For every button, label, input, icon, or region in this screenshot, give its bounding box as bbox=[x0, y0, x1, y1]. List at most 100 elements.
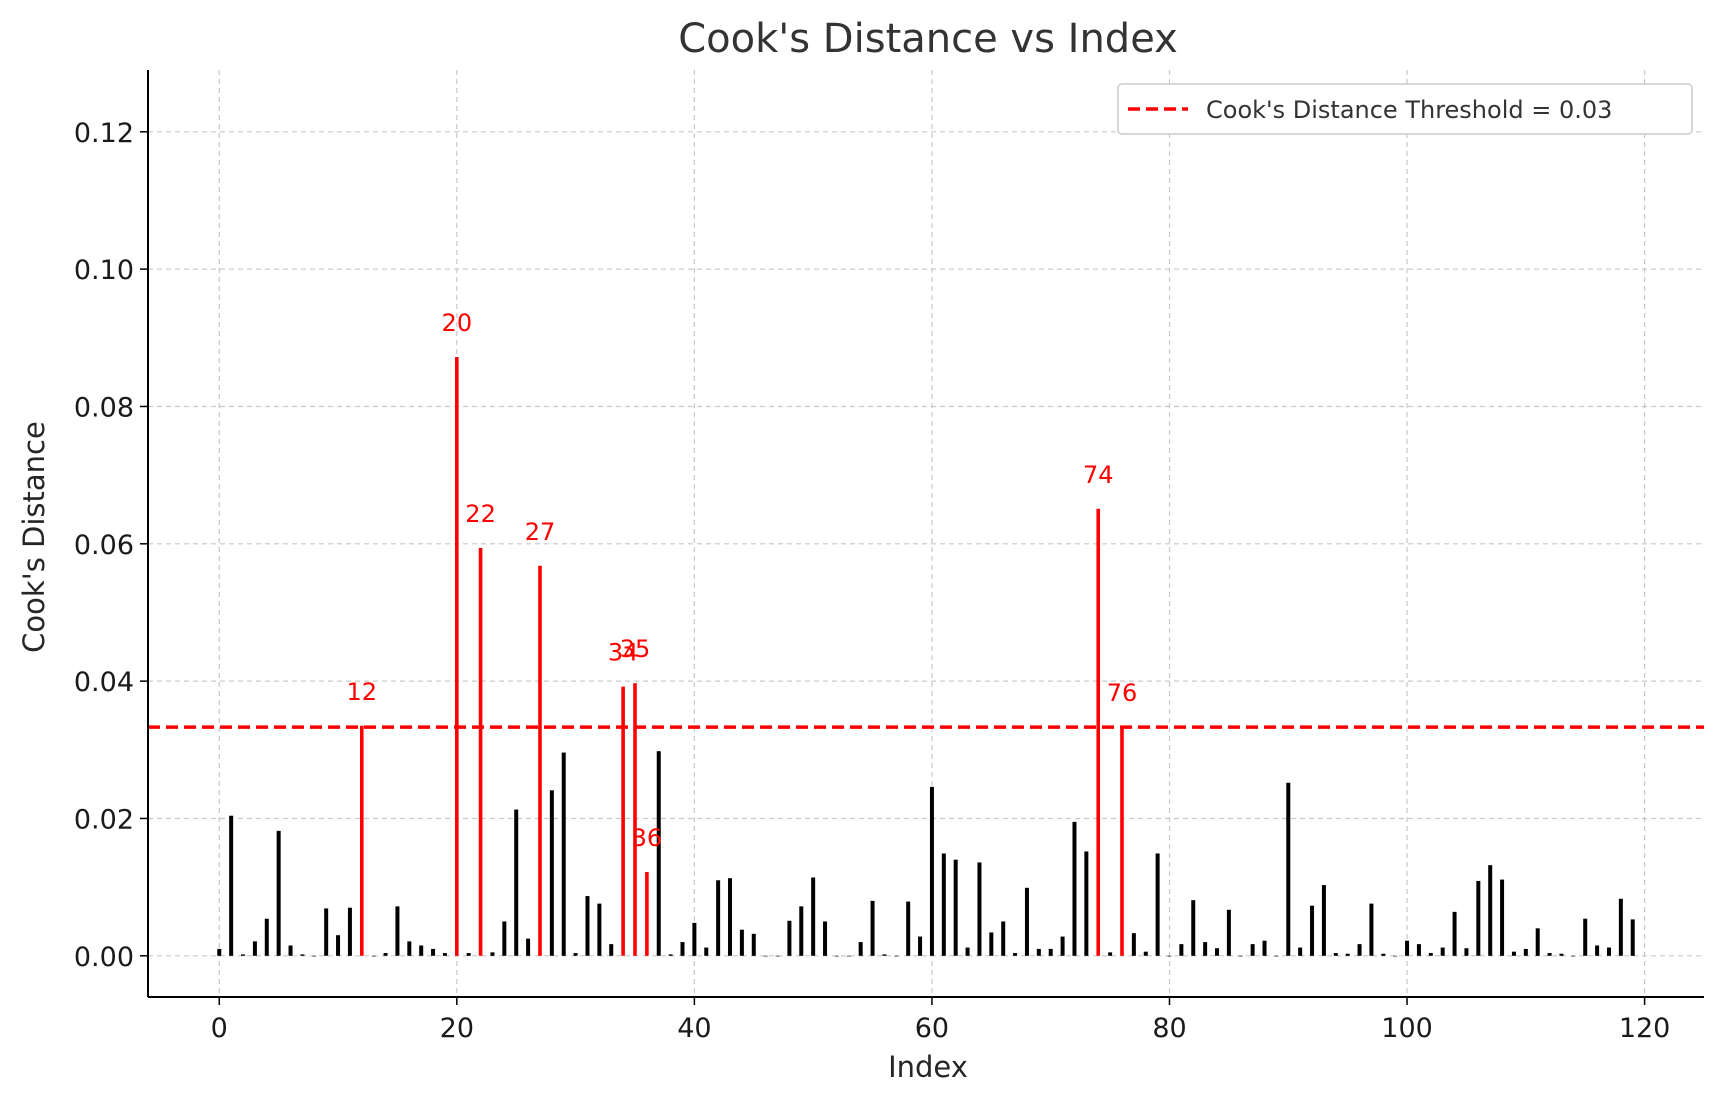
y-tick-label: 0.08 bbox=[74, 392, 134, 423]
annotation-22: 22 bbox=[465, 500, 496, 528]
y-axis-ticks: 0.00 0.02 0.04 0.06 0.08 0.10 0.12 bbox=[74, 118, 148, 973]
x-tick-label: 60 bbox=[915, 1013, 949, 1044]
bar-outlier-74 bbox=[1096, 508, 1101, 956]
bar-105 bbox=[1464, 948, 1469, 956]
bar-0 bbox=[217, 948, 222, 956]
annotation-36: 36 bbox=[632, 824, 663, 852]
bar-102 bbox=[1428, 953, 1433, 956]
bar-outlier-22 bbox=[478, 547, 483, 956]
bar-51 bbox=[823, 921, 828, 956]
x-tick-label: 100 bbox=[1381, 1013, 1433, 1044]
annotation-34: 34 bbox=[608, 639, 639, 667]
bar-13 bbox=[371, 955, 376, 957]
bar-23 bbox=[490, 952, 495, 956]
bar-85 bbox=[1226, 909, 1231, 956]
bar-14 bbox=[383, 953, 388, 956]
bar-53 bbox=[846, 955, 851, 957]
bar-outlier-20 bbox=[455, 357, 459, 956]
bar-101 bbox=[1416, 944, 1421, 956]
bar-81 bbox=[1179, 944, 1184, 956]
bar-82 bbox=[1191, 900, 1196, 956]
bar-90 bbox=[1286, 782, 1291, 956]
bar-89 bbox=[1274, 955, 1279, 957]
bar-9 bbox=[324, 908, 329, 956]
bar-111 bbox=[1535, 928, 1540, 956]
annotation-27: 27 bbox=[525, 518, 556, 546]
bar-52 bbox=[834, 955, 839, 957]
bar-outlier-35 bbox=[633, 683, 637, 956]
bar-114 bbox=[1571, 955, 1576, 957]
bar-93 bbox=[1321, 885, 1326, 956]
bar-95 bbox=[1345, 953, 1350, 956]
grid-lines bbox=[148, 70, 1704, 997]
bar-25 bbox=[514, 809, 519, 956]
bar-38 bbox=[668, 954, 673, 956]
bar-98 bbox=[1381, 953, 1386, 956]
bar-10 bbox=[336, 935, 341, 956]
bar-outlier-12 bbox=[360, 725, 364, 956]
bar-44 bbox=[739, 929, 744, 956]
bar-37 bbox=[656, 751, 661, 956]
axes bbox=[147, 70, 1704, 998]
bar-32 bbox=[597, 903, 602, 956]
bar-49 bbox=[799, 906, 804, 956]
bar-56 bbox=[882, 954, 887, 956]
bar-2 bbox=[241, 954, 246, 956]
x-tick-label: 120 bbox=[1619, 1013, 1671, 1044]
y-tick-label: 0.12 bbox=[74, 118, 134, 149]
bar-78 bbox=[1143, 951, 1148, 956]
legend-box bbox=[1117, 83, 1693, 135]
annotation-76: 76 bbox=[1107, 679, 1138, 707]
bar-43 bbox=[728, 878, 733, 956]
bar-42 bbox=[716, 880, 721, 956]
bar-outlier-76 bbox=[1120, 727, 1124, 956]
bar-92 bbox=[1310, 905, 1315, 956]
bar-30 bbox=[573, 953, 578, 956]
bar-28 bbox=[549, 790, 554, 956]
bar-83 bbox=[1203, 942, 1208, 956]
bar-68 bbox=[1024, 887, 1029, 956]
bar-18 bbox=[431, 948, 436, 956]
bar-86 bbox=[1238, 955, 1243, 957]
y-tick-label: 0.10 bbox=[74, 255, 134, 286]
bar-6 bbox=[288, 945, 293, 956]
x-tick-label: 0 bbox=[211, 1013, 228, 1044]
y-tick-label: 0.06 bbox=[74, 530, 134, 561]
bar-54 bbox=[858, 942, 863, 956]
y-tick-label: 0.04 bbox=[74, 667, 134, 698]
bar-113 bbox=[1559, 953, 1564, 956]
bar-106 bbox=[1476, 880, 1481, 956]
bar-72 bbox=[1072, 821, 1077, 956]
bar-73 bbox=[1084, 851, 1089, 956]
bar-84 bbox=[1215, 948, 1220, 956]
bar-118 bbox=[1618, 898, 1623, 956]
bar-40 bbox=[692, 922, 697, 956]
bar-59 bbox=[918, 936, 923, 956]
bar-64 bbox=[977, 862, 982, 956]
bar-119 bbox=[1630, 919, 1635, 956]
bar-94 bbox=[1333, 953, 1338, 956]
bar-103 bbox=[1440, 947, 1445, 956]
bar-11 bbox=[347, 907, 352, 956]
bar-71 bbox=[1060, 936, 1065, 956]
bar-108 bbox=[1500, 879, 1505, 956]
bar-31 bbox=[585, 896, 590, 956]
bar-5 bbox=[276, 830, 281, 956]
bar-63 bbox=[965, 947, 970, 956]
annotation-20: 20 bbox=[442, 309, 473, 337]
bar-16 bbox=[407, 941, 412, 956]
bar-61 bbox=[941, 853, 946, 956]
bar-112 bbox=[1547, 953, 1552, 956]
bar-26 bbox=[526, 938, 531, 956]
annotation-12: 12 bbox=[347, 678, 378, 706]
bar-69 bbox=[1036, 948, 1041, 956]
bar-96 bbox=[1357, 944, 1362, 956]
bar-66 bbox=[1001, 921, 1006, 956]
bar-24 bbox=[502, 921, 507, 956]
bar-41 bbox=[704, 947, 709, 956]
bar-7 bbox=[300, 954, 305, 956]
bar-110 bbox=[1523, 948, 1528, 956]
bar-79 bbox=[1155, 853, 1160, 956]
